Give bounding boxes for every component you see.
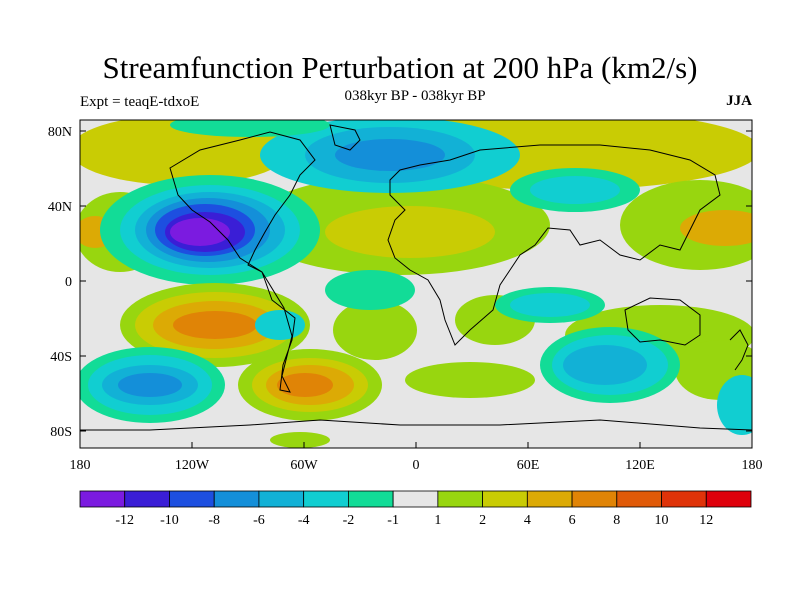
lon-tick-label: 60W <box>290 458 318 473</box>
lon-tick-label: 180 <box>70 458 91 473</box>
coastlines <box>80 124 752 431</box>
colorbar-swatch <box>392 490 439 508</box>
colorbar-label: -2 <box>343 513 355 528</box>
colorbar-label: 2 <box>479 513 486 528</box>
experiment-label: Expt = teaqE-tdxoE <box>80 94 200 110</box>
colorbar-swatch <box>213 490 260 508</box>
lat-tick-label: 80N <box>48 125 72 140</box>
colorbar-label: -4 <box>298 513 310 528</box>
colorbar-swatch <box>258 490 305 508</box>
colorbar-swatch <box>571 490 618 508</box>
period-label: 038kyr BP - 038kyr BP <box>344 88 486 104</box>
colorbar-swatch <box>169 490 215 508</box>
colorbar-swatch <box>303 490 349 508</box>
lat-tick-label: 40N <box>48 200 72 215</box>
colorbar-label: 6 <box>569 513 576 528</box>
colorbar-label: 10 <box>655 513 669 528</box>
lon-tick-label: 0 <box>413 458 420 473</box>
colorbar-label: 4 <box>524 513 531 528</box>
colorbar <box>79 490 752 508</box>
colorbar-label: -12 <box>115 513 134 528</box>
colorbar-swatch <box>661 490 707 508</box>
lat-tick-label: 40S <box>50 350 72 365</box>
colorbar-swatch <box>705 490 752 508</box>
colorbar-swatch <box>79 490 126 508</box>
colorbar-label: -8 <box>208 513 220 528</box>
colorbar-label: -1 <box>387 513 399 528</box>
colorbar-swatch <box>616 490 662 508</box>
colorbar-swatch <box>347 490 394 508</box>
colorbar-label: 8 <box>613 513 620 528</box>
colorbar-label: -10 <box>160 513 179 528</box>
map-title: Streamfunction Perturbation at 200 hPa (… <box>102 50 698 85</box>
colorbar-label: 1 <box>434 513 441 528</box>
colorbar-label: 12 <box>699 513 713 528</box>
colorbar-labels: -12 -10 -8 -6 -4 -2 -1 1 2 4 6 8 10 12 <box>115 513 713 528</box>
colorbar-swatch <box>437 490 483 508</box>
lat-tick-label: 80S <box>50 425 72 440</box>
lon-tick-label: 180 <box>742 458 763 473</box>
lon-tick-label: 120W <box>175 458 210 473</box>
season-label: JJA <box>726 93 752 109</box>
lon-tick-label: 60E <box>517 458 540 473</box>
streamfunction-field <box>80 120 752 448</box>
colorbar-swatch <box>482 490 528 508</box>
colorbar-swatch <box>526 490 573 508</box>
colorbar-label: -6 <box>253 513 265 528</box>
colorbar-swatch <box>124 490 170 508</box>
lon-axis <box>79 442 753 448</box>
lat-axis <box>80 130 752 432</box>
lat-tick-label: 0 <box>65 275 72 290</box>
lon-tick-label: 120E <box>625 458 655 473</box>
